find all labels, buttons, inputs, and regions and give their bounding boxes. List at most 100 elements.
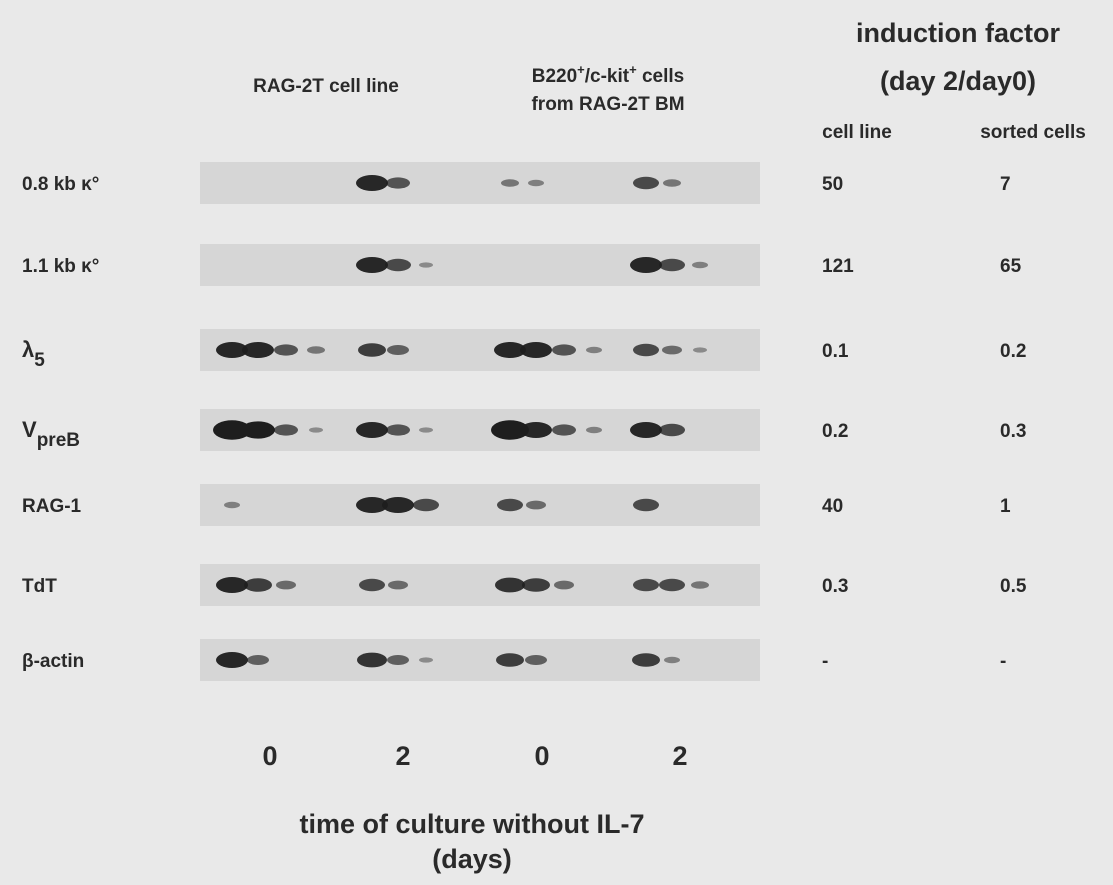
column-header: from RAG-2T BM <box>531 94 684 115</box>
induction-column: cell line <box>822 122 892 143</box>
induction-value: 0.2 <box>1000 341 1026 362</box>
band <box>244 578 272 592</box>
induction-value: 50 <box>822 174 843 195</box>
band <box>554 580 574 590</box>
band <box>630 257 662 273</box>
induction-title: induction factor <box>856 18 1060 48</box>
blot-rows: 0.8 kb κ° 50 7 1.1 kb κ° 121 65 λ5 0.1 0.2 VpreB 0… <box>22 162 1027 681</box>
band <box>522 578 550 592</box>
induction-value: 0.2 <box>822 421 848 442</box>
row-label-sub: preB <box>37 430 80 451</box>
band <box>659 578 685 592</box>
x-tick-label: 0 <box>262 741 277 771</box>
band <box>276 580 296 590</box>
band <box>356 257 388 273</box>
band <box>387 655 409 665</box>
band <box>520 422 552 438</box>
induction-subtitle: (day 2/day0) <box>880 66 1036 96</box>
band <box>659 258 685 272</box>
band <box>494 342 526 358</box>
band <box>633 498 659 512</box>
band <box>419 262 433 268</box>
row-label: TdT <box>22 576 57 597</box>
band <box>357 652 387 668</box>
band <box>358 343 386 357</box>
row-label-main: λ <box>22 337 34 362</box>
blot-strip <box>200 484 760 526</box>
induction-value: 0.3 <box>822 576 848 597</box>
band <box>633 176 659 190</box>
row-label: β-actin <box>22 651 84 672</box>
band <box>242 342 274 358</box>
header-part: cells <box>637 66 685 87</box>
row-label-main: 0.8 kb κ° <box>22 174 99 195</box>
row-label: VpreB <box>22 417 80 451</box>
band <box>413 498 439 512</box>
band <box>552 344 576 356</box>
induction-value: 0.5 <box>1000 576 1027 597</box>
induction-column: sorted cells <box>980 122 1086 143</box>
x-tick-label: 2 <box>395 741 410 771</box>
band <box>586 426 602 434</box>
band <box>356 175 388 191</box>
band <box>216 342 248 358</box>
induction-value: 0.1 <box>822 341 849 362</box>
band <box>659 423 685 437</box>
column-header: RAG-2T cell line <box>253 76 399 97</box>
band <box>387 345 409 355</box>
induction-value: 121 <box>822 256 854 277</box>
induction-value: 65 <box>1000 256 1022 277</box>
band <box>224 501 240 509</box>
x-axis-title: (days) <box>432 844 512 874</box>
band <box>216 652 248 668</box>
band <box>359 578 385 592</box>
band <box>495 577 525 593</box>
band <box>419 427 433 433</box>
band <box>633 343 659 357</box>
induction-value: - <box>1000 651 1006 672</box>
band <box>693 347 707 353</box>
header-part: + <box>629 62 637 77</box>
x-axis-title: time of culture without IL-7 <box>300 809 645 839</box>
band <box>356 422 388 438</box>
header-part: + <box>577 62 585 77</box>
induction-value: 0.3 <box>1000 421 1026 442</box>
induction-value: 40 <box>822 496 843 517</box>
band <box>633 578 659 592</box>
band <box>692 261 708 269</box>
header-part: B220 <box>532 66 577 87</box>
band <box>274 424 298 436</box>
band <box>382 497 414 513</box>
band <box>386 424 410 436</box>
induction-value: 1 <box>1000 496 1011 517</box>
band <box>497 498 523 512</box>
row-label: 1.1 kb κ° <box>22 256 99 277</box>
band <box>586 346 602 354</box>
band <box>213 420 251 440</box>
band <box>520 342 552 358</box>
row-label-main: V <box>22 417 37 442</box>
row-label-main: β-actin <box>22 651 84 672</box>
band <box>241 421 275 439</box>
band <box>419 657 433 663</box>
band <box>528 179 544 187</box>
band <box>356 497 388 513</box>
band <box>491 420 529 440</box>
column-header: B220+/c-kit+ cells <box>532 62 685 87</box>
row-label-main: 1.1 kb κ° <box>22 256 99 277</box>
band <box>525 655 547 665</box>
row-label: RAG-1 <box>22 496 82 517</box>
x-tick-label: 2 <box>672 741 687 771</box>
band <box>307 346 325 354</box>
band <box>386 177 410 189</box>
band <box>274 344 298 356</box>
row-label-main: RAG-1 <box>22 496 82 517</box>
header-part: /c-kit <box>585 66 630 87</box>
band <box>552 424 576 436</box>
band <box>662 345 682 355</box>
band <box>501 179 519 187</box>
induction-value: - <box>822 651 828 672</box>
band <box>526 500 546 510</box>
